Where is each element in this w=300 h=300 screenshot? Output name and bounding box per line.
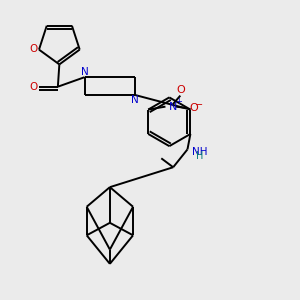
Text: N: N bbox=[169, 102, 177, 112]
Text: NH: NH bbox=[192, 147, 207, 157]
Text: H: H bbox=[196, 151, 204, 161]
Text: O: O bbox=[30, 82, 38, 92]
Text: −: − bbox=[195, 100, 203, 110]
Text: +: + bbox=[175, 97, 182, 106]
Text: O: O bbox=[176, 85, 185, 95]
Text: O: O bbox=[189, 103, 198, 113]
Text: N: N bbox=[81, 67, 88, 77]
Text: N: N bbox=[131, 95, 139, 105]
Text: O: O bbox=[29, 44, 38, 54]
